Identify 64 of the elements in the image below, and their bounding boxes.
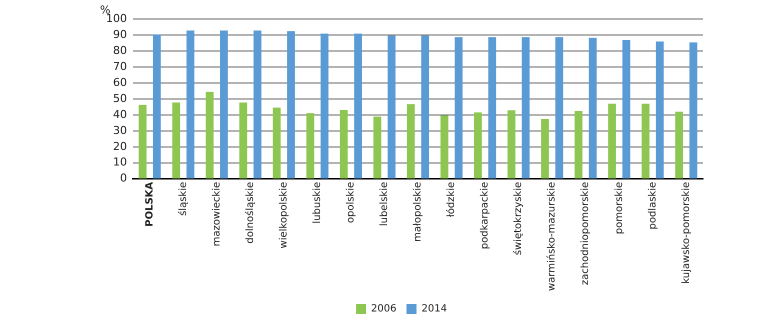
bar xyxy=(622,40,630,178)
y-tick-label: 70 xyxy=(112,60,127,73)
x-tick-label: warmińsko-mazurskie xyxy=(546,182,558,291)
x-tick-label: lubuskie xyxy=(312,182,324,224)
bar xyxy=(555,37,564,178)
x-tick-label: podlaskie xyxy=(647,182,658,230)
x-tick-label: podkarpackie xyxy=(480,182,491,250)
bar xyxy=(320,34,328,178)
x-tick-label: śląskie xyxy=(176,182,189,216)
x-tick-label: mazowieckie xyxy=(211,182,222,246)
y-tick-label: 10 xyxy=(112,156,127,169)
legend-label: 2006 xyxy=(371,304,397,315)
y-tick-label: 60 xyxy=(112,76,127,89)
bar xyxy=(272,108,281,178)
x-tick-label: opolskie xyxy=(346,182,357,224)
bar xyxy=(373,116,382,178)
x-tick-label: łódzkie xyxy=(446,182,458,218)
x-tick-label: lubelskie xyxy=(379,182,390,226)
bar xyxy=(239,102,248,178)
bar xyxy=(206,92,214,178)
bar xyxy=(541,118,549,178)
x-tick-label: POLSKA xyxy=(144,182,156,227)
bar xyxy=(152,34,161,178)
bar xyxy=(186,30,194,178)
bar xyxy=(138,104,147,178)
y-tick-label: 20 xyxy=(112,140,127,153)
y-tick-label: 40 xyxy=(112,108,127,121)
bar xyxy=(254,30,262,178)
bar xyxy=(642,104,650,178)
bar xyxy=(421,36,430,178)
bar xyxy=(354,34,362,178)
x-tick-label: zachodniopomorskie xyxy=(580,182,592,286)
bar xyxy=(440,115,448,178)
bar xyxy=(689,42,698,178)
bar xyxy=(287,31,295,178)
legend-label: 2014 xyxy=(422,304,447,315)
x-tick-label: dolnośląskie xyxy=(244,182,256,244)
y-tick-label: 100 xyxy=(106,12,127,26)
y-tick-label: 90 xyxy=(112,28,127,42)
x-tick-label: świętokrzyskie xyxy=(512,182,524,256)
y-tick-label: 50 xyxy=(112,92,127,105)
y-tick-label: 80 xyxy=(112,44,127,57)
bar xyxy=(488,37,496,178)
bar xyxy=(220,30,228,178)
y-tick-label: 0 xyxy=(120,172,127,185)
bar xyxy=(608,104,616,178)
bar xyxy=(675,112,684,178)
bar xyxy=(574,110,582,178)
bar xyxy=(454,37,463,178)
bar xyxy=(406,104,415,178)
bar xyxy=(508,110,516,178)
bar xyxy=(306,113,314,178)
x-tick-label: wielkopolskie xyxy=(278,182,290,248)
bar xyxy=(172,102,180,178)
x-tick-label: kujawsko-pomorskie xyxy=(680,182,692,284)
x-tick-label: pomorskie xyxy=(614,182,625,234)
bar xyxy=(588,38,597,178)
bar xyxy=(388,36,396,178)
y-tick-label: 30 xyxy=(112,124,127,137)
bar xyxy=(474,112,482,178)
bar xyxy=(522,37,530,178)
bar xyxy=(340,110,348,178)
bar xyxy=(656,42,664,178)
x-tick-label: małopolskie xyxy=(412,182,424,242)
